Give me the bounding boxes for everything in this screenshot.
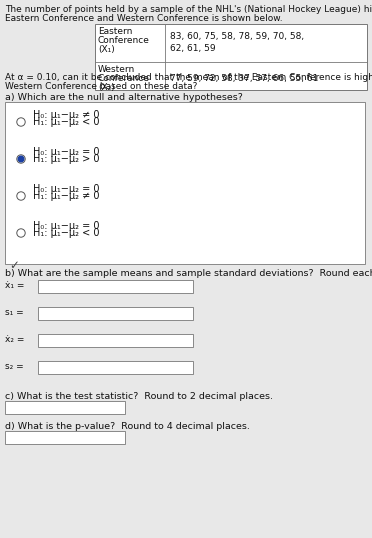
Text: The number of points held by a sample of the NHL's (National Hockey League) high: The number of points held by a sample of… [5, 5, 372, 14]
Text: b) What are the sample means and sample standard deviations?  Round each to 2 de: b) What are the sample means and sample … [5, 269, 372, 278]
Text: 83, 60, 75, 58, 78, 59, 70, 58,: 83, 60, 75, 58, 78, 59, 70, 58, [170, 32, 304, 41]
Text: H₀: μ₁−μ₂ = 0: H₀: μ₁−μ₂ = 0 [33, 221, 99, 231]
Text: 62, 61, 59: 62, 61, 59 [170, 44, 216, 53]
Text: Eastern Conference and Western Conference is shown below.: Eastern Conference and Western Conferenc… [5, 14, 283, 23]
Text: H₁: μ₁−μ₂ > 0: H₁: μ₁−μ₂ > 0 [33, 154, 99, 164]
Circle shape [18, 156, 24, 162]
Text: H₁: μ₁−μ₂ < 0: H₁: μ₁−μ₂ < 0 [33, 228, 99, 238]
Text: H₀: μ₁−μ₂ ≠ 0: H₀: μ₁−μ₂ ≠ 0 [33, 110, 99, 120]
Text: (X₁): (X₁) [98, 45, 115, 54]
Text: Conference: Conference [98, 74, 150, 83]
Text: 77, 59, 72, 58, 37, 57, 66, 55, 61: 77, 59, 72, 58, 37, 57, 66, 55, 61 [170, 74, 318, 83]
Bar [38, 280, 193, 293]
Text: H₁: μ₁−μ₂ ≠ 0: H₁: μ₁−μ₂ ≠ 0 [33, 191, 99, 201]
Bar [5, 102, 365, 264]
Bar [95, 24, 367, 90]
Text: H₀: μ₁−μ₂ = 0: H₀: μ₁−μ₂ = 0 [33, 184, 99, 194]
Text: (X₂): (X₂) [98, 83, 115, 92]
Bar [5, 431, 125, 444]
Text: Conference: Conference [98, 36, 150, 45]
Text: H₁: μ₁−μ₂ < 0: H₁: μ₁−μ₂ < 0 [33, 117, 99, 127]
Text: Western: Western [98, 65, 135, 74]
Bar [38, 361, 193, 374]
Text: Eastern: Eastern [98, 27, 132, 36]
Text: a) Which are the null and alternative hypotheses?: a) Which are the null and alternative hy… [5, 93, 243, 102]
Text: c) What is the test statistic?  Round to 2 decimal places.: c) What is the test statistic? Round to … [5, 392, 273, 401]
Text: ẋ₁ =: ẋ₁ = [5, 281, 25, 290]
Text: H₀: μ₁−μ₂ = 0: H₀: μ₁−μ₂ = 0 [33, 147, 99, 157]
Text: s₁ =: s₁ = [5, 308, 24, 317]
Bar [5, 401, 125, 414]
Text: ✓: ✓ [9, 259, 19, 272]
Text: ẋ₂ =: ẋ₂ = [5, 335, 25, 344]
Text: d) What is the p-value?  Round to 4 decimal places.: d) What is the p-value? Round to 4 decim… [5, 422, 250, 431]
Text: s₂ =: s₂ = [5, 362, 24, 371]
Text: At α = 0.10, can it be concluded that the mean of the Eastern Conference is high: At α = 0.10, can it be concluded that th… [5, 73, 372, 82]
Text: Western Conference based on these data?: Western Conference based on these data? [5, 82, 198, 91]
Bar [38, 307, 193, 320]
Bar [38, 334, 193, 347]
